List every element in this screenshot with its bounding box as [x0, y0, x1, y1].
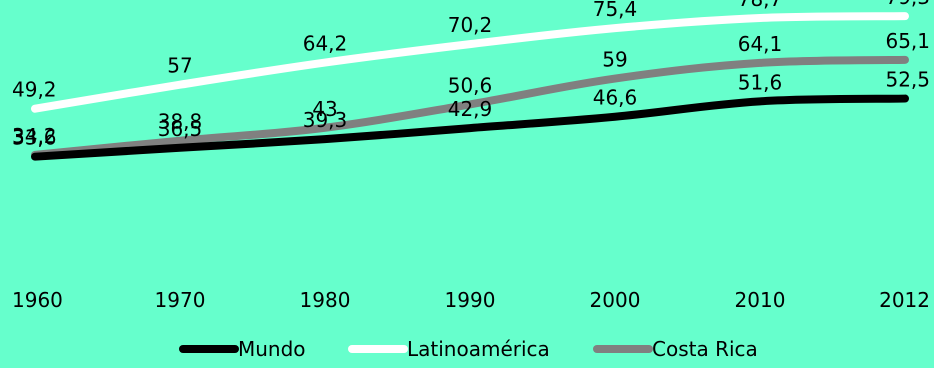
data-label-costa-rica-1970: 38,8: [158, 110, 203, 134]
legend-item-mundo: Mundo: [179, 337, 306, 361]
data-label-costa-rica-2000: 59: [602, 48, 627, 72]
x-tick-label-1970: 1970: [155, 288, 206, 312]
data-label-costa-rica-1960: 34,2: [12, 124, 57, 148]
legend-item-costa-rica: Costa Rica: [593, 337, 758, 361]
series-line-costa-rica: [31, 55, 909, 159]
x-tick-label-2012: 2012: [879, 288, 930, 312]
x-tick-label-1960: 1960: [12, 288, 63, 312]
x-tick-label-1980: 1980: [300, 288, 351, 312]
data-label-mundo-1960: 33,6: [12, 126, 57, 150]
data-label-costa-rica-2010: 64,1: [738, 32, 783, 56]
data-label-mundo-2000: 46,6: [593, 86, 638, 110]
data-label-latinoamerica-2000: 75,4: [593, 0, 638, 21]
series-layer: [31, 12, 909, 161]
data-label-latinoamerica-2010: 78,7: [738, 0, 783, 11]
x-tick-label-1990: 1990: [445, 288, 496, 312]
x-tick-label-2000: 2000: [590, 288, 641, 312]
data-label-latinoamerica-1970: 57: [167, 54, 192, 78]
series-line-latinoamerica: [31, 12, 909, 113]
data-label-mundo-2010: 51,6: [738, 70, 783, 94]
data-label-latinoamerica-2012: 79,3: [885, 0, 930, 9]
series-line-mundo: [31, 94, 909, 161]
data-label-costa-rica-1990: 50,6: [448, 73, 493, 97]
legend-label-latinoamerica: Latinoamérica: [407, 337, 550, 361]
legend-label-costa-rica: Costa Rica: [652, 337, 758, 361]
data-label-costa-rica-2012: 65,1: [885, 29, 930, 53]
data-label-latinoamerica-1990: 70,2: [448, 13, 493, 37]
data-label-latinoamerica-1980: 64,2: [303, 32, 348, 56]
data-label-mundo-1990: 42,9: [448, 97, 493, 121]
legend-item-latinoamerica: Latinoamérica: [348, 337, 550, 361]
legend-label-mundo: Mundo: [238, 337, 306, 361]
data-label-layer: 33,6 36,5 39,3 42,9 46,6 51,6 52,5 49,2 57 64,2 70…: [12, 0, 930, 150]
data-label-mundo-2012: 52,5: [885, 68, 930, 92]
legend: Mundo Latinoamérica Costa Rica: [179, 337, 758, 361]
data-label-mundo-1970: 36,5: [158, 117, 203, 141]
data-label-latinoamerica-1960: 49,2: [12, 78, 57, 102]
x-axis: 1960 1970 1980 1990 2000 2010 2012: [12, 288, 930, 312]
data-label-costa-rica-1980: 43: [312, 97, 337, 121]
data-label-mundo-1980: 39,3: [303, 108, 348, 132]
x-tick-label-2010: 2010: [735, 288, 786, 312]
